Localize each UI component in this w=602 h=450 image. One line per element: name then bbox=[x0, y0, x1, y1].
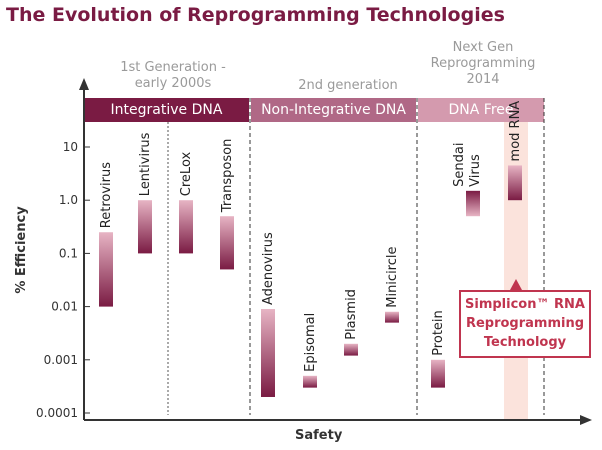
bar-episomal bbox=[303, 375, 317, 388]
generation-1-line1: 1st Generation - bbox=[120, 60, 226, 75]
category-label-transposon: Transposon bbox=[220, 139, 235, 214]
y-tick-label: 0.0001 bbox=[36, 406, 78, 420]
generation-1-label: 1st Generation - early 2000s bbox=[98, 60, 248, 92]
callout-line1: Simplicon™ RNA bbox=[465, 297, 585, 312]
y-tick-label: 10 bbox=[63, 140, 78, 154]
generation-3-line3: 2014 bbox=[466, 72, 500, 87]
category-label-sendai-virus: Virus bbox=[468, 154, 483, 187]
category-label-episomal: Episomal bbox=[303, 313, 318, 372]
bar-sendai-virus bbox=[466, 190, 480, 217]
section-dividers bbox=[167, 98, 545, 415]
x-axis-label: Safety bbox=[295, 428, 343, 443]
y-tick-label: 0.1 bbox=[59, 246, 78, 260]
category-label-mod-rna: mod RNA bbox=[508, 101, 523, 162]
generation-3-label: Next Gen Reprogramming 2014 bbox=[418, 40, 548, 88]
bar-protein bbox=[431, 359, 445, 388]
bar-retrovirus bbox=[99, 232, 113, 307]
category-label-adenovirus: Adenovirus bbox=[261, 232, 276, 305]
y-axis-label: % Efficiency bbox=[13, 206, 29, 294]
bar-lentivirus bbox=[138, 200, 152, 254]
generation-3-line1: Next Gen bbox=[452, 40, 514, 55]
x-axis-arrow bbox=[580, 415, 592, 425]
bar-plasmid bbox=[344, 343, 358, 356]
y-axis-arrow bbox=[79, 78, 89, 90]
category-label-minicircle: Minicircle bbox=[385, 246, 400, 307]
range-bars: Retrovirus Lentivirus CreLox Transposon Aden… bbox=[99, 101, 523, 397]
generation-2-line1: 2nd generation bbox=[298, 78, 398, 93]
bar-mod-rna bbox=[508, 165, 522, 201]
category-label-protein: Protein bbox=[431, 310, 446, 356]
mod-rna-pointer bbox=[510, 279, 522, 290]
y-tick-label: 0.01 bbox=[51, 300, 78, 314]
y-tick-label: 1.0 bbox=[59, 193, 78, 207]
generation-2-label: 2nd generation bbox=[258, 78, 438, 94]
band-non-integrative-dna: Non-Integrative DNA bbox=[251, 98, 416, 122]
bar-crelox bbox=[179, 200, 193, 254]
category-label-retrovirus: Retrovirus bbox=[99, 162, 114, 228]
chart-title: The Evolution of Reprogramming Technolog… bbox=[6, 4, 505, 26]
y-tick-label: 0.001 bbox=[44, 353, 78, 367]
generation-1-line2: early 2000s bbox=[134, 76, 212, 91]
callout-line2: Reprogramming bbox=[465, 316, 585, 331]
category-label-lentivirus: Lentivirus bbox=[138, 132, 153, 196]
category-label-plasmid: Plasmid bbox=[344, 289, 359, 340]
bar-adenovirus bbox=[261, 309, 275, 397]
callout-line3: Technology bbox=[483, 335, 567, 350]
generation-3-line2: Reprogramming bbox=[430, 56, 536, 71]
band-integrative-dna: Integrative DNA bbox=[84, 98, 249, 122]
category-label-crelox: CreLox bbox=[179, 151, 194, 196]
simplicon-callout: Simplicon™ RNA Reprogramming Technology bbox=[459, 290, 591, 358]
band-dna-free: DNA Free bbox=[418, 98, 544, 122]
y-ticks: 10 1.0 0.1 0.01 0.001 0.0001 bbox=[36, 140, 90, 420]
category-label-sendai-virus: Sendai bbox=[452, 143, 467, 187]
bar-minicircle bbox=[385, 311, 399, 323]
bar-transposon bbox=[220, 216, 234, 270]
